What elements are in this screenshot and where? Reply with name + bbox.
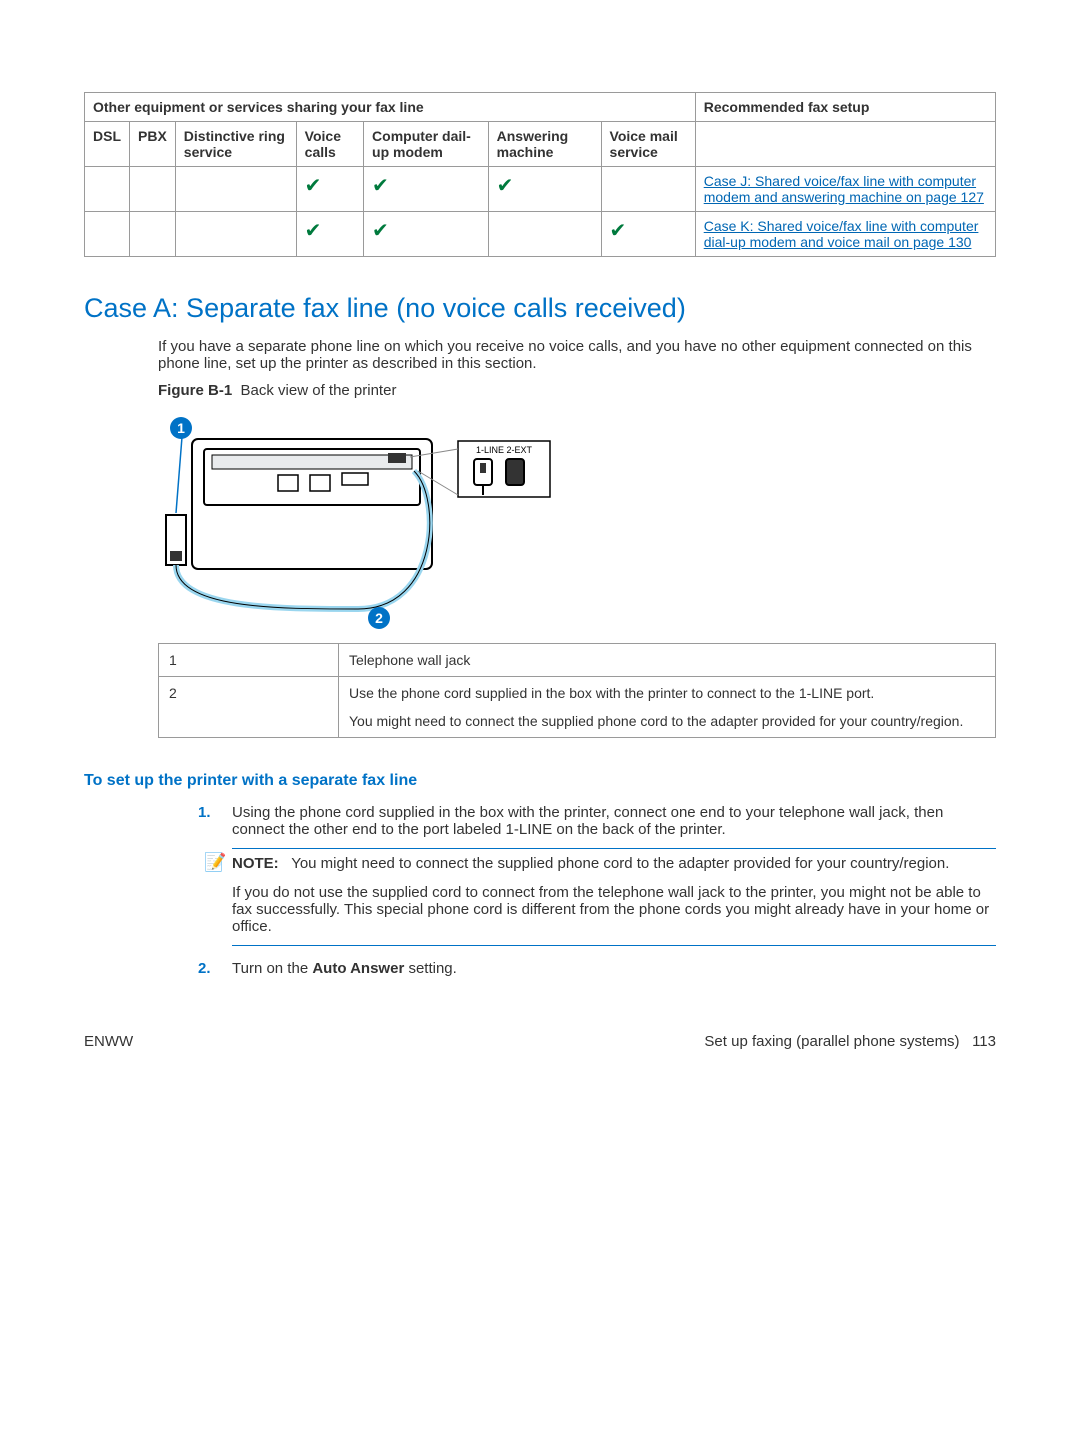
note-icon: 📝 [204, 852, 226, 873]
printer-figure: 1-LINE 2-EXT 1 2 [158, 409, 558, 625]
note-text: You might need to connect the supplied p… [291, 855, 949, 872]
col-modem: Computer dail-up modem [364, 122, 489, 167]
col-voicemail: Voice mail service [601, 122, 695, 167]
legend-num: 1 [159, 644, 339, 677]
legend-num: 2 [159, 677, 339, 738]
step-item: 1. Using the phone cord supplied in the … [198, 804, 996, 946]
note-text: If you do not use the supplied cord to c… [232, 884, 996, 935]
check-icon: ✔ [488, 167, 601, 212]
footer-right: Set up faxing (parallel phone systems) 1… [704, 1033, 996, 1050]
col-dsl: DSL [85, 122, 130, 167]
figure-legend: 1 Telephone wall jack 2 Use the phone co… [158, 643, 996, 738]
port-label: 1-LINE 2-EXT [476, 445, 533, 455]
check-icon: ✔ [364, 212, 489, 257]
page-number: 113 [972, 1033, 996, 1050]
callout-2: 2 [368, 607, 390, 629]
steps-list: 1. Using the phone cord supplied in the … [198, 804, 996, 977]
legend-row: 1 Telephone wall jack [159, 644, 996, 677]
case-heading: Case A: Separate fax line (no voice call… [84, 293, 996, 324]
equipment-table: Other equipment or services sharing your… [84, 92, 996, 257]
check-icon: ✔ [296, 212, 363, 257]
check-icon: ✔ [601, 212, 695, 257]
table-row: ✔ ✔ ✔ Case K: Shared voice/fax line with… [85, 212, 996, 257]
link-case-j[interactable]: Case J: Shared voice/fax line with compu… [704, 173, 984, 205]
step-text: Turn on the Auto Answer setting. [232, 960, 457, 977]
step-number: 1. [198, 804, 211, 821]
legend-text: Use the phone cord supplied in the box w… [339, 677, 996, 738]
table-header-row: DSL PBX Distinctive ring service Voice c… [85, 122, 996, 167]
col-answering: Answering machine [488, 122, 601, 167]
check-icon: ✔ [296, 167, 363, 212]
figure-label: Figure B-1 [158, 382, 232, 399]
figure-caption-text: Back view of the printer [241, 382, 397, 399]
table-row: ✔ ✔ ✔ Case J: Shared voice/fax line with… [85, 167, 996, 212]
link-case-k[interactable]: Case K: Shared voice/fax line with compu… [704, 218, 979, 250]
step-item: 2. Turn on the Auto Answer setting. [198, 960, 996, 977]
step-text: Using the phone cord supplied in the box… [232, 804, 943, 838]
procedure-title: To set up the printer with a separate fa… [84, 772, 996, 790]
note-label: NOTE: [232, 855, 279, 872]
figure-caption: Figure B-1 Back view of the printer [158, 382, 996, 399]
table-supercol-left: Other equipment or services sharing your… [85, 93, 696, 122]
col-pbx: PBX [130, 122, 176, 167]
legend-text: Telephone wall jack [339, 644, 996, 677]
col-recommend [695, 122, 995, 167]
callout-1: 1 [170, 417, 192, 439]
table-supercol-right: Recommended fax setup [695, 93, 995, 122]
intro-paragraph: If you have a separate phone line on whi… [158, 338, 996, 372]
note-block: 📝 NOTE: You might need to connect the su… [232, 848, 996, 946]
col-distinctive: Distinctive ring service [175, 122, 296, 167]
page-footer: ENWW Set up faxing (parallel phone syste… [84, 1033, 996, 1050]
auto-answer-bold: Auto Answer [312, 960, 404, 977]
check-icon: ✔ [364, 167, 489, 212]
legend-row: 2 Use the phone cord supplied in the box… [159, 677, 996, 738]
step-number: 2. [198, 960, 211, 977]
col-voice: Voice calls [296, 122, 363, 167]
footer-left: ENWW [84, 1033, 133, 1050]
